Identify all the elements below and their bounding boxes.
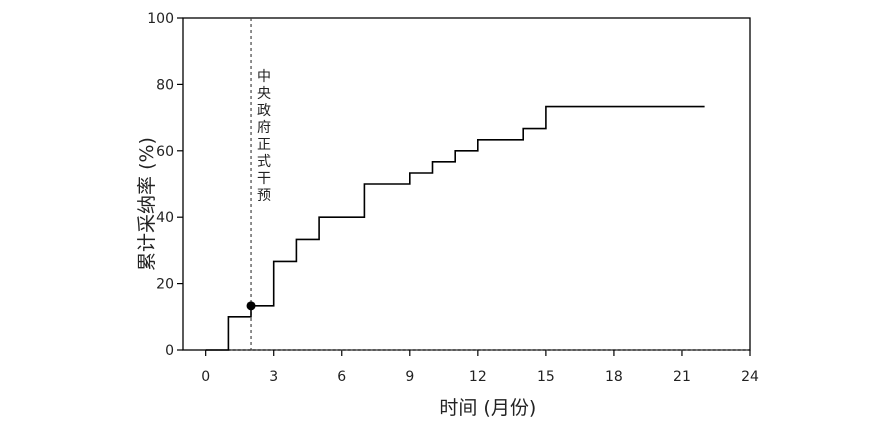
intervention-label-char: 干 — [257, 171, 271, 187]
series-layer — [205, 105, 705, 351]
intervention-point — [246, 301, 256, 311]
x-tick-label-6: 6 — [337, 369, 346, 385]
intervention-label-char: 预 — [257, 188, 271, 204]
x-tick-label-15: 15 — [537, 369, 555, 385]
series-line-0 — [205, 105, 705, 351]
x-tick-label-9: 9 — [405, 369, 414, 385]
intervention-label-char: 政 — [257, 103, 271, 119]
y-tick-label-20: 20 — [156, 277, 174, 293]
x-tick-label-12: 12 — [469, 369, 487, 385]
reference-layer — [205, 18, 750, 351]
y-tick-label-40: 40 — [156, 210, 174, 226]
y-tick-label-80: 80 — [156, 77, 174, 93]
y-tick-label-0: 0 — [165, 343, 174, 359]
x-tick-label-3: 3 — [269, 369, 278, 385]
x-tick-label-21: 21 — [673, 369, 691, 385]
intervention-label-char: 正 — [257, 137, 271, 153]
intervention-label-char: 中 — [257, 69, 271, 85]
intervention-label-char: 府 — [257, 120, 271, 136]
x-axis-label: 时间 (月份) — [439, 397, 536, 419]
intervention-label-char: 央 — [257, 86, 271, 102]
x-tick-label-24: 24 — [741, 369, 759, 385]
intervention-label-char: 式 — [257, 154, 271, 170]
y-tick-label-100: 100 — [147, 11, 174, 27]
x-tick-label-0: 0 — [201, 369, 210, 385]
y-axis-label: 累计采纳率 (%) — [136, 137, 158, 271]
x-tick-label-18: 18 — [605, 369, 623, 385]
y-tick-label-60: 60 — [156, 144, 174, 160]
